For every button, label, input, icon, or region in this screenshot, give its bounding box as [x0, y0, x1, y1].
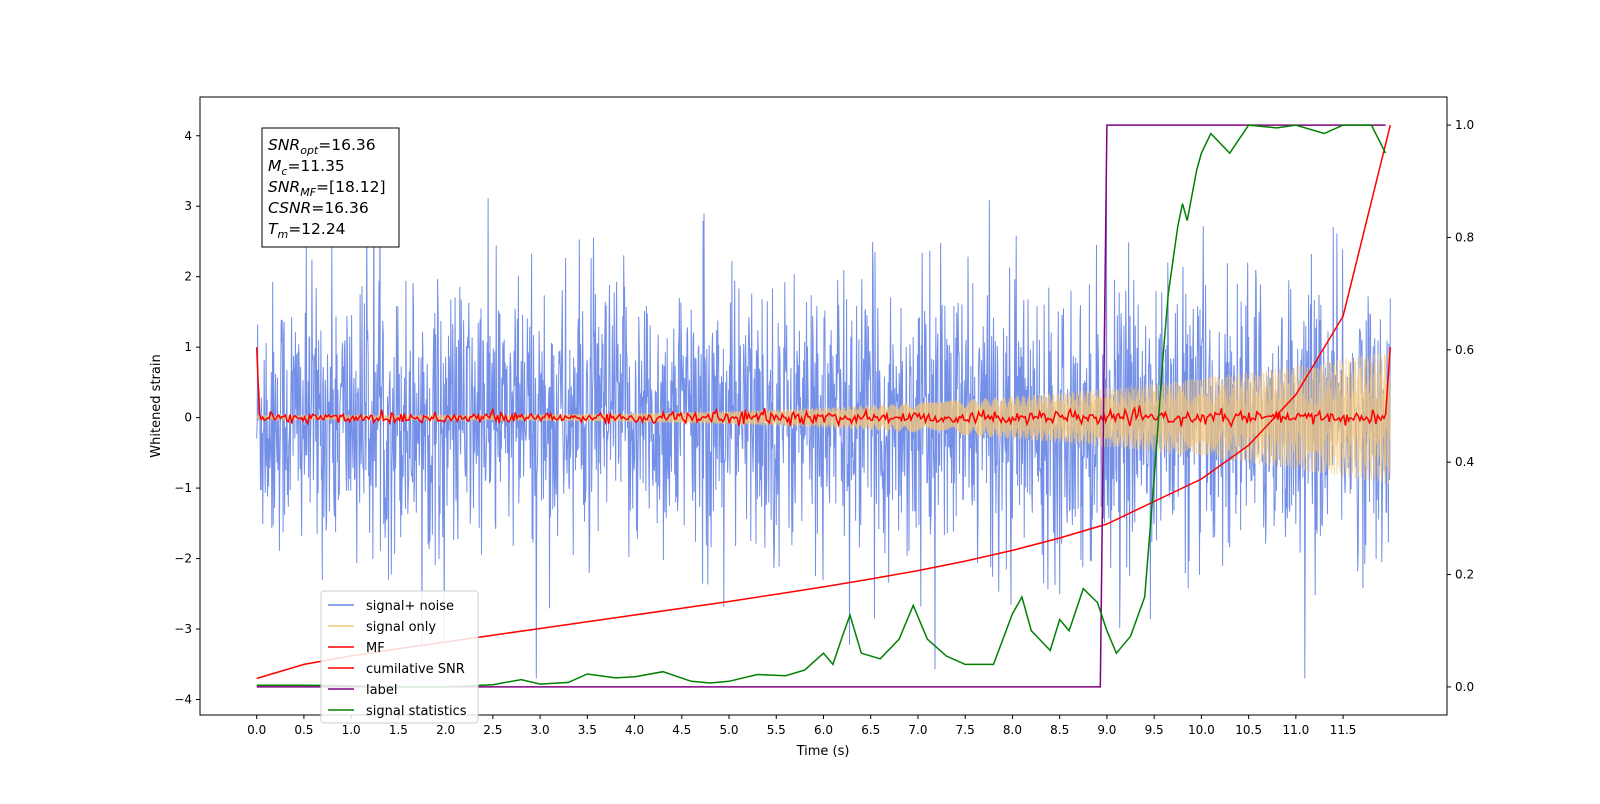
- annotation-line: SNRopt=16.36: [268, 136, 376, 157]
- x-tick-label: 9.5: [1145, 723, 1164, 737]
- y-tick-label-left: −4: [174, 692, 192, 706]
- legend-label: label: [366, 683, 397, 698]
- x-tick-label: 0.0: [247, 723, 266, 737]
- series-label: [256, 124, 1386, 688]
- annotation-line: SNRMF=[18.12]: [268, 178, 386, 199]
- x-tick-label: 5.5: [767, 723, 786, 737]
- legend-frame: [320, 590, 479, 724]
- y-tick-label-left: 1: [184, 340, 192, 354]
- y-tick-label-right: 0.8: [1455, 230, 1474, 244]
- y-tick-label-left: −1: [174, 481, 192, 495]
- x-tick-label: 5.0: [719, 723, 738, 737]
- x-tick-label: 6.0: [814, 723, 833, 737]
- y-tick-label-left: −2: [174, 552, 192, 566]
- series-signal-noise: [256, 162, 1391, 679]
- x-tick-label: 4.0: [625, 723, 644, 737]
- x-tick-label: 7.0: [908, 723, 927, 737]
- y-tick-label-right: 0.4: [1455, 455, 1474, 469]
- x-tick-label: 9.0: [1097, 723, 1116, 737]
- x-tick-label: 7.5: [956, 723, 975, 737]
- x-tick-label: 10.5: [1235, 723, 1262, 737]
- x-tick-label: 3.5: [578, 723, 597, 737]
- legend-label: MF: [366, 641, 385, 656]
- y-tick-label-right: 0.2: [1455, 568, 1474, 582]
- y-tick-label-right: 0.0: [1455, 680, 1474, 694]
- x-tick-label: 11.5: [1330, 723, 1357, 737]
- x-tick-label: 10.0: [1188, 723, 1215, 737]
- x-tick-label: 2.5: [483, 723, 502, 737]
- y-tick-label-left: −3: [174, 622, 192, 636]
- x-tick-label: 3.0: [531, 723, 550, 737]
- x-tick-label: 4.5: [672, 723, 691, 737]
- y-tick-label-left: 0: [184, 411, 192, 425]
- y-axis-label: Whitened strain: [149, 354, 164, 457]
- y-tick-label-right: 0.6: [1455, 343, 1474, 357]
- series-mf: [255, 347, 1392, 429]
- y-tick-label-left: 2: [184, 270, 192, 284]
- series-signal-statistics: [256, 124, 1387, 688]
- x-tick-label: 11.0: [1282, 723, 1309, 737]
- x-tick-label: 0.5: [294, 723, 313, 737]
- annotation-box: SNRopt=16.36Mc=11.35SNRMF=[18.12]CSNR=16…: [261, 127, 400, 248]
- y-tick-label-left: 3: [184, 199, 192, 213]
- x-tick-label: 6.5: [861, 723, 880, 737]
- x-tick-label: 8.0: [1003, 723, 1022, 737]
- x-tick-label: 8.5: [1050, 723, 1069, 737]
- legend-label: signal only: [366, 620, 436, 635]
- x-axis-label: Time (s): [796, 744, 850, 759]
- y-tick-label-right: 1.0: [1455, 118, 1474, 132]
- x-tick-label: 1.5: [389, 723, 408, 737]
- axes-layer: 0.0 0.5 1.0 1.5 2.0 2.5 3.0 3.5 4.0 4.5 5.0 5.5 6.0 6…: [174, 118, 1474, 737]
- annotation-line: Mc=11.35: [268, 157, 345, 178]
- y-tick-label-left: 4: [184, 129, 192, 143]
- annotation-frame: [261, 127, 400, 248]
- legend: signal+ noise signal only MF cumilative SNR…: [320, 590, 479, 724]
- legend-label: signal statistics: [366, 704, 467, 719]
- legend-label: signal+ noise: [366, 599, 454, 614]
- annotation-line: CSNR=16.36: [268, 199, 369, 217]
- x-tick-label: 2.0: [436, 723, 455, 737]
- annotation-line: Tm=12.24: [268, 220, 346, 241]
- legend-label: cumilative SNR: [366, 662, 465, 677]
- x-tick-label: 1.0: [342, 723, 361, 737]
